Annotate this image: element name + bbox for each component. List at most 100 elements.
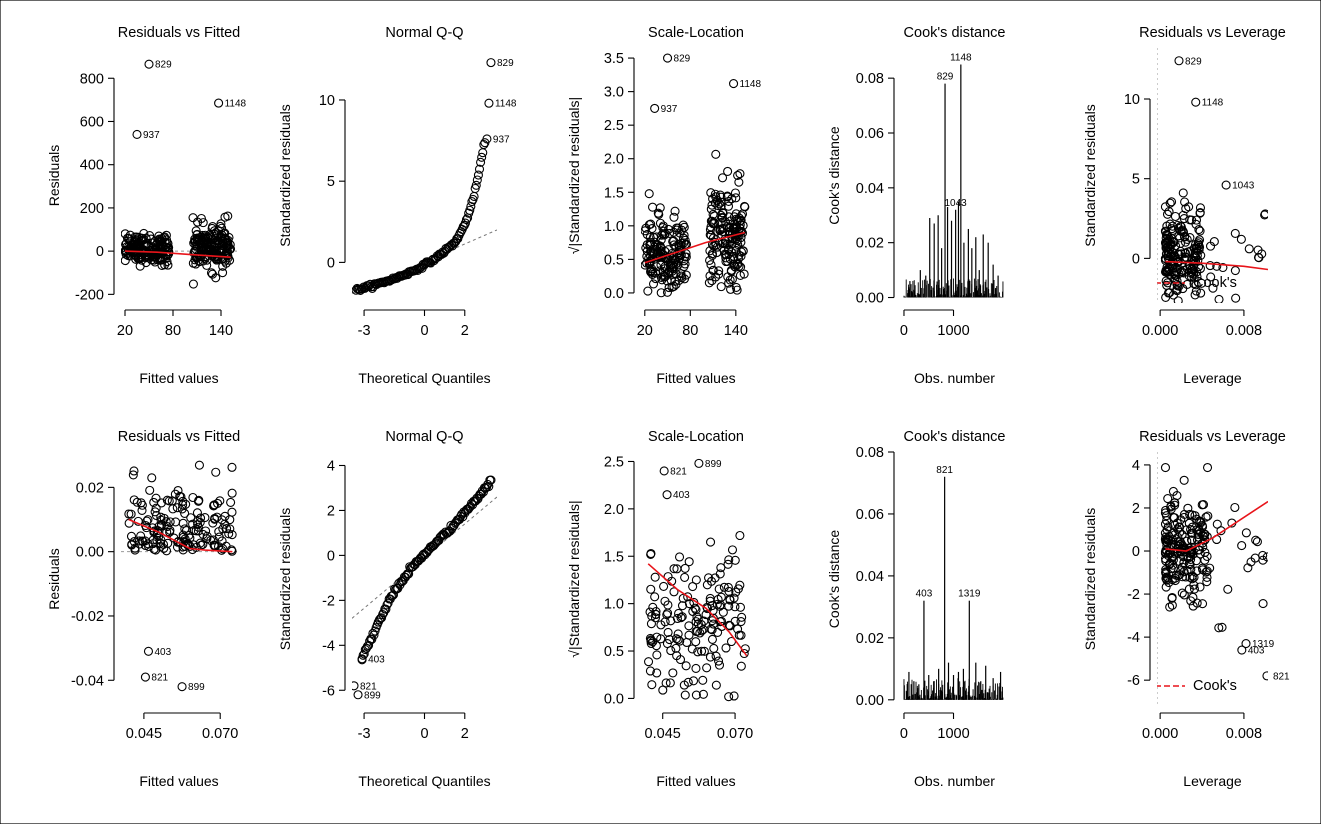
x-tick-label: 0.008: [1226, 726, 1262, 742]
data-point: [716, 282, 726, 292]
data-point: [1176, 221, 1186, 231]
x-tick-label: 20: [637, 323, 653, 339]
data-point: [484, 481, 494, 492]
data-point: [176, 492, 186, 502]
panel-10: Residuals vs Leverage Leverage Standardize…: [1082, 429, 1290, 789]
data-point: [642, 246, 652, 256]
x-tick-label: -3: [358, 323, 371, 339]
data-point: [678, 593, 688, 603]
data-point: [1205, 261, 1215, 271]
data-point: [1262, 552, 1268, 562]
data-point: [218, 253, 228, 263]
y-tick-label: -4: [322, 638, 335, 654]
data-point: [1194, 545, 1204, 555]
data-point: [732, 236, 742, 246]
y-axis-label: Cook's distance: [826, 126, 842, 225]
data-point: [1195, 264, 1205, 274]
data-point: [735, 169, 745, 179]
data-point: [1177, 530, 1187, 540]
data-point: [1167, 197, 1177, 207]
data-point: [1203, 511, 1213, 521]
data-point: [693, 647, 703, 657]
data-point: [1187, 571, 1198, 581]
y-axis-label: Standardized residuals: [277, 104, 293, 246]
data-point: [1208, 283, 1218, 293]
data-point: [721, 253, 731, 263]
y-tick-label: 0: [327, 548, 335, 564]
data-point: [673, 629, 683, 639]
data-point: [724, 620, 734, 630]
lowess-smooth-line: [647, 563, 748, 657]
data-point: [172, 503, 182, 513]
data-point: [669, 281, 679, 291]
outlier-label: 937: [493, 134, 510, 145]
data-point: [677, 273, 687, 283]
outlier-label: 1148: [1202, 98, 1224, 109]
outlier-label: 821: [360, 681, 377, 692]
data-point: [655, 218, 666, 228]
data-point: [1179, 475, 1189, 485]
panel-7: Normal Q-Q Theoretical Quantiles Standardi…: [277, 429, 497, 789]
data-point: [698, 675, 708, 685]
data-point: [1177, 588, 1187, 598]
data-point: [381, 604, 391, 614]
data-point: [1252, 537, 1262, 547]
panel-title: Normal Q-Q: [385, 25, 463, 41]
data-point: [156, 521, 166, 531]
data-point: [1195, 203, 1206, 213]
data-point: [202, 531, 212, 541]
data-point: [1186, 535, 1197, 545]
data-point: [669, 212, 679, 222]
data-point: [1165, 244, 1175, 254]
data-point: [464, 503, 474, 513]
data-point: [726, 247, 736, 257]
data-point: [227, 488, 237, 498]
data-point: [1173, 281, 1183, 291]
data-point: [683, 592, 693, 602]
data-point: [374, 615, 384, 625]
y-tick-label: 0: [327, 255, 335, 271]
lowess-smooth-line: [124, 250, 231, 258]
data-point: [739, 201, 750, 211]
data-point: [695, 628, 705, 638]
axes: 20 80 140 0.0 0.5 1.0 1.5 2.0 2.5 3.0 3.5: [604, 51, 748, 339]
data-point: [471, 180, 481, 190]
y-tick-label: 2.0: [604, 502, 624, 518]
data-point: [706, 537, 716, 547]
data-point: [1183, 247, 1193, 257]
data-point: [1182, 536, 1192, 546]
data-point: [156, 541, 166, 551]
data-point: [662, 610, 672, 620]
outlier-label: 403: [916, 589, 933, 600]
outlier-point: [214, 98, 224, 108]
data-point: [652, 242, 662, 252]
data-point: [208, 518, 218, 528]
data-point: [644, 189, 654, 199]
data-point: [477, 152, 487, 162]
lowess-smooth-line: [644, 231, 746, 264]
outlier-point: [353, 690, 363, 700]
data-point: [1165, 602, 1175, 612]
data-point: [731, 209, 741, 219]
axes: 0.000 0.008 0 5 10: [1124, 92, 1262, 339]
data-point: [691, 663, 701, 674]
x-tick-label: 0.000: [1142, 726, 1178, 742]
data-point: [1178, 188, 1188, 198]
data-point: [1223, 584, 1233, 594]
y-tick-label: 1.5: [604, 549, 624, 565]
x-tick-label: 0.070: [717, 726, 753, 742]
data-point: [1202, 572, 1212, 582]
data-point: [691, 617, 701, 627]
data-point: [706, 260, 716, 270]
data-point: [180, 524, 190, 534]
data-point: [670, 206, 680, 216]
plot-area: [641, 53, 750, 298]
outlier-point: [694, 458, 704, 468]
data-point: [707, 625, 717, 635]
data-point: [1253, 245, 1263, 255]
y-tick-label: 1.5: [604, 185, 624, 201]
data-point: [735, 580, 745, 590]
data-point: [709, 643, 719, 653]
data-point: [659, 272, 669, 282]
data-point: [646, 549, 656, 559]
